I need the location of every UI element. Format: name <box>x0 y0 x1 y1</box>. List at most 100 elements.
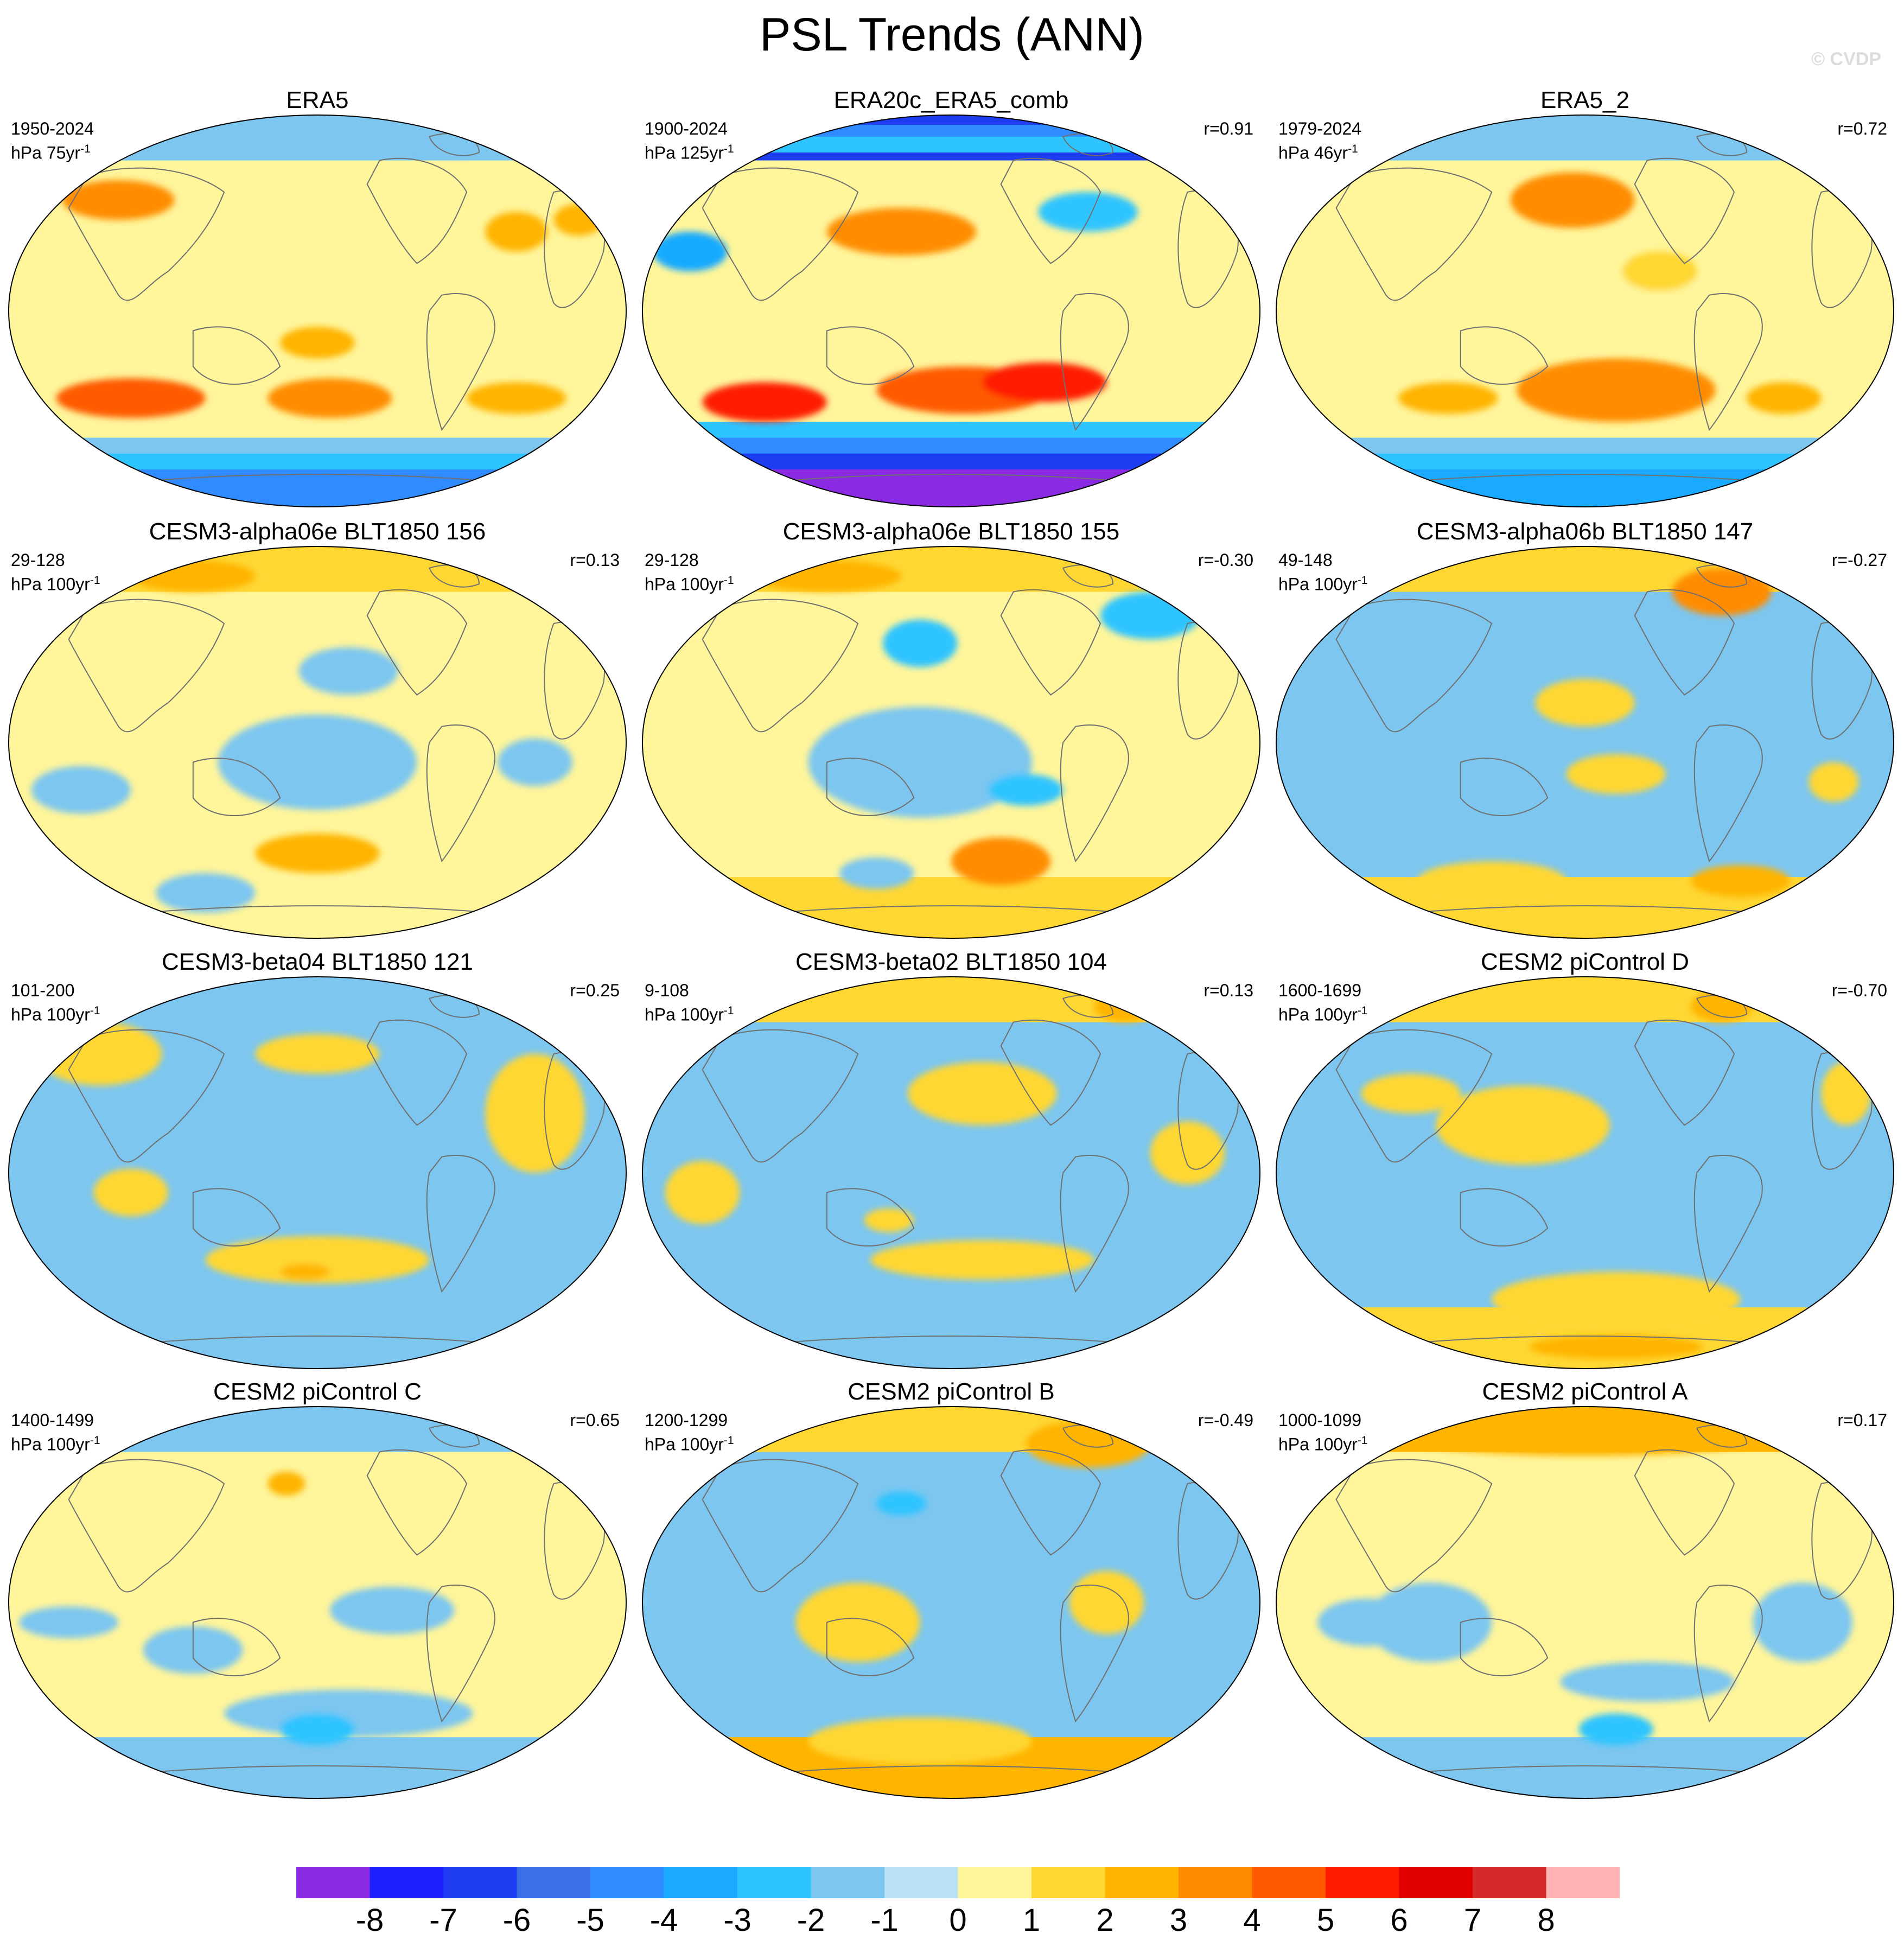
field-background <box>642 977 1260 1369</box>
panel-period: 9-108 <box>645 981 689 1000</box>
map-border <box>642 1406 1260 1799</box>
coastline <box>192 1188 281 1247</box>
anomaly-region <box>1398 382 1498 414</box>
colorbar-tick-label: 2 <box>1096 1903 1113 1938</box>
map-border <box>1276 546 1894 939</box>
robinson-map <box>8 546 627 939</box>
anomaly-region <box>268 378 392 418</box>
panel-period: 1000-1099 <box>1278 1410 1362 1430</box>
robinson-map <box>1276 546 1894 939</box>
anomaly-region <box>553 203 604 236</box>
anomaly-region <box>882 619 958 667</box>
panel-title: ERA5 <box>286 87 349 113</box>
coastline <box>1000 157 1101 264</box>
map-panel: CESM3-beta04 BLT1850 121 101-200 hPa 100yr… <box>0 949 635 1377</box>
north-polar-band <box>1276 546 1894 592</box>
map-panel: CESM3-beta02 BLT1850 104 9-108 hPa 100yr-1… <box>634 949 1269 1377</box>
panel-title: CESM3-alpha06e BLT1850 155 <box>782 518 1120 545</box>
anomaly-region <box>1510 172 1635 228</box>
anomaly-region <box>255 833 380 873</box>
anomaly-region <box>1746 382 1822 414</box>
panel-period: 29-128 <box>645 550 699 570</box>
coastline <box>826 326 915 385</box>
colorbar-swatch <box>296 1867 370 1898</box>
coastline <box>426 1584 495 1723</box>
anomaly-region <box>808 1717 1032 1765</box>
anomaly-region <box>864 1208 914 1232</box>
coastline <box>192 326 281 385</box>
north-polar-band <box>1276 115 1894 161</box>
coastline <box>68 599 225 733</box>
unit-exponent: -1 <box>90 1004 100 1017</box>
anomaly-region <box>1753 1582 1852 1662</box>
field-background <box>1276 546 1894 938</box>
unit-exponent: -1 <box>723 574 734 587</box>
anomaly-region <box>280 1713 355 1745</box>
north-polar-band <box>9 115 626 161</box>
anomaly-region <box>131 560 256 592</box>
coastline <box>1000 1449 1101 1556</box>
coastline <box>192 758 281 816</box>
coastline <box>1060 1584 1129 1723</box>
map-border <box>8 1406 627 1799</box>
coastline <box>366 1449 468 1556</box>
panel-unit: hPa 100yr-1 <box>1278 570 1368 595</box>
coastline <box>1460 1618 1549 1676</box>
unit-exponent: -1 <box>723 143 734 155</box>
panel-unit: hPa 100yr-1 <box>645 1001 734 1025</box>
coastline <box>192 1618 281 1676</box>
south-polar-band <box>1276 1737 1894 1798</box>
colorbar-swatch <box>1473 1867 1546 1898</box>
anomaly-region <box>702 382 827 422</box>
unit-exponent: -1 <box>723 1434 734 1447</box>
colorbar-tick-label: -8 <box>356 1903 384 1938</box>
panel-correlation: r=0.25 <box>570 981 620 1000</box>
north-polar-band <box>642 546 1260 592</box>
colorbar-tick-label: 4 <box>1243 1903 1260 1938</box>
coastline <box>702 167 859 301</box>
anomaly-region <box>752 560 902 592</box>
anomaly-region <box>1809 762 1859 802</box>
anomaly-region <box>982 362 1107 402</box>
colorbar-tick-label: 6 <box>1390 1903 1408 1938</box>
coastline <box>68 1459 225 1593</box>
panel-unit-text: hPa 125yr <box>645 143 724 163</box>
coastline <box>702 1029 859 1163</box>
south-polar-band <box>9 1307 626 1369</box>
coastline <box>1693 1584 1763 1723</box>
coastline <box>1335 167 1493 301</box>
coastline <box>366 1019 468 1126</box>
coastline <box>366 589 468 696</box>
colorbar-swatch <box>1252 1867 1326 1898</box>
colorbar-swatch <box>737 1867 811 1898</box>
panel-period: 49-148 <box>1278 550 1333 570</box>
map-border <box>642 546 1260 939</box>
map-border <box>1276 976 1894 1369</box>
anomaly-region <box>1150 1121 1225 1185</box>
coastline <box>426 1154 495 1293</box>
anomaly-region <box>1622 251 1697 291</box>
anomaly-region <box>1690 990 1753 1022</box>
robinson-map <box>642 546 1260 939</box>
map-panel: ERA5 1950-2024 hPa 75yr-1 <box>0 87 635 516</box>
map-border <box>642 115 1260 507</box>
colorbar-swatch <box>664 1867 737 1898</box>
colorbar-swatch <box>443 1867 517 1898</box>
anomaly-region <box>839 857 914 889</box>
coastline <box>1060 724 1129 863</box>
anomaly-region <box>1417 861 1566 901</box>
north-polar-band <box>642 977 1260 1022</box>
map-panel: ERA5_2 1979-2024 hPa 46yr-1 r=0.72 <box>1268 87 1902 516</box>
panel-unit-text: hPa 100yr <box>1278 1004 1358 1025</box>
map-panel: CESM2 piControl A 1000-1099 hPa 100yr-1 r=0… <box>1268 1378 1902 1807</box>
anomaly-region <box>876 1491 927 1516</box>
anomaly-region <box>1560 1662 1735 1702</box>
map-panel: ERA20c_ERA5_comb 1900-2024 hPa 125yr-1 r=0.… <box>634 87 1269 516</box>
panel-correlation: r=0.91 <box>1203 119 1253 138</box>
unit-exponent: -1 <box>1348 143 1358 155</box>
panel-title: ERA5_2 <box>1540 87 1629 113</box>
colorbar-swatch <box>1031 1867 1105 1898</box>
panel-unit: hPa 125yr-1 <box>645 139 734 163</box>
panel-unit: hPa 46yr-1 <box>1278 139 1358 163</box>
coastline <box>826 758 915 816</box>
